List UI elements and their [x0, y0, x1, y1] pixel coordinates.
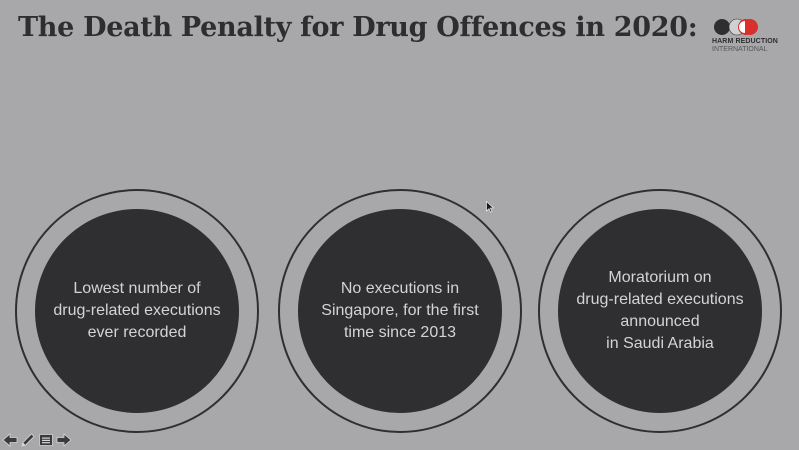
- fact-line: Singapore, for the first: [321, 302, 479, 319]
- fact-line: Lowest number of: [73, 280, 201, 297]
- fact-circle-fill: Lowest number of drug-related executions…: [35, 209, 239, 413]
- logo-mark-icon: [714, 18, 758, 36]
- fact-line: Moratorium on: [608, 269, 712, 286]
- fact-circle-fill: Moratorium on drug-related executions an…: [558, 209, 762, 413]
- fact-circle-singapore: No executions in Singapore, for the firs…: [278, 189, 522, 433]
- fact-line: in Saudi Arabia: [606, 335, 714, 352]
- slide-title: The Death Penalty for Drug Offences in 2…: [18, 12, 698, 43]
- slide-navigation-bar: [2, 432, 72, 448]
- fact-line: ever recorded: [87, 324, 187, 341]
- fact-circle-lowest-executions: Lowest number of drug-related executions…: [15, 189, 259, 433]
- logo-text-line2: INTERNATIONAL: [712, 46, 768, 53]
- fact-line: drug-related executions: [576, 291, 744, 308]
- arrow-right-icon[interactable]: [56, 432, 72, 448]
- menu-icon[interactable]: [38, 432, 54, 448]
- logo-text-line1: HARM REDUCTION: [712, 38, 778, 45]
- fact-line: announced: [620, 313, 700, 330]
- fact-circle-saudi-arabia: Moratorium on drug-related executions an…: [538, 189, 782, 433]
- fact-text: Moratorium on drug-related executions an…: [568, 267, 751, 355]
- mouse-pointer-icon: [486, 201, 494, 213]
- fact-text: Lowest number of drug-related executions…: [45, 278, 228, 344]
- arrow-left-icon[interactable]: [2, 432, 18, 448]
- fact-text: No executions in Singapore, for the firs…: [313, 278, 486, 344]
- fact-circle-fill: No executions in Singapore, for the firs…: [298, 209, 502, 413]
- fact-line: time since 2013: [343, 324, 457, 341]
- harm-reduction-international-logo: HARM REDUCTION INTERNATIONAL: [712, 18, 792, 58]
- pencil-icon[interactable]: [20, 432, 36, 448]
- fact-line: No executions in: [340, 280, 460, 297]
- fact-line: drug-related executions: [53, 302, 221, 319]
